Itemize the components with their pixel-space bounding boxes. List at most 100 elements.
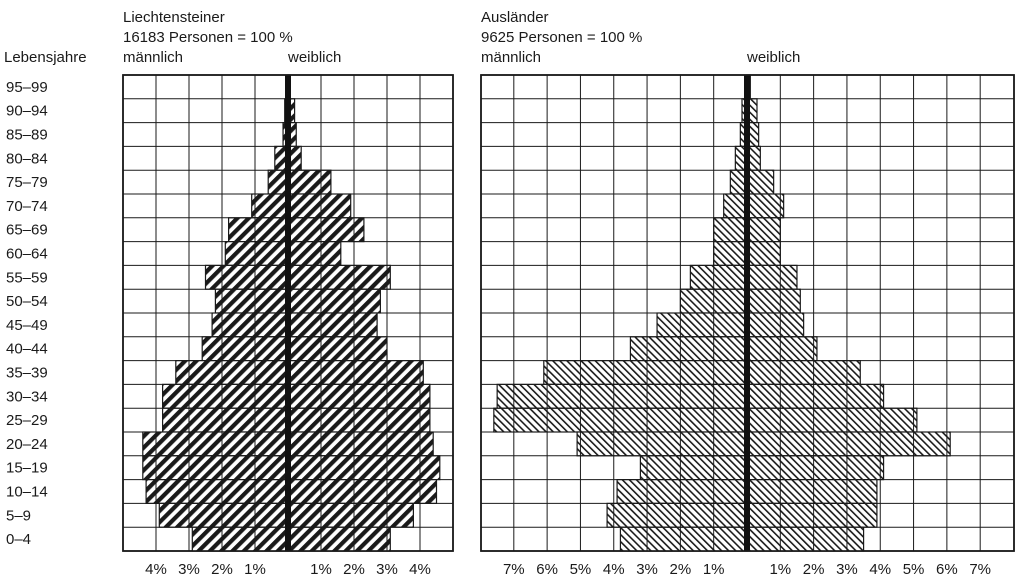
age-label: 0–4 — [6, 531, 31, 548]
age-axis-label: Lebensjahre — [4, 49, 87, 66]
chart-2-left-label: männlich — [481, 49, 541, 66]
bar-male — [201, 336, 289, 362]
x-tick-label: 5% — [570, 561, 592, 578]
chart-2-right-label: weiblich — [746, 49, 800, 66]
chart-1-title: Liechtensteiner — [123, 9, 225, 26]
x-tick-label: 4% — [869, 561, 891, 578]
x-tick-label: 6% — [536, 561, 558, 578]
age-label: 45–49 — [6, 317, 48, 334]
age-label: 95–99 — [6, 79, 48, 96]
age-label: 50–54 — [6, 293, 48, 310]
bar-male — [214, 288, 289, 314]
bar-female — [746, 217, 781, 243]
bar-male — [228, 217, 289, 243]
chart-1-plot: 4% 3% 2% 1% 1% 2% 3% 4% — [122, 74, 454, 578]
bar-female — [287, 502, 415, 528]
bar-male — [576, 431, 748, 457]
x-tick-label: 2% — [670, 561, 692, 578]
bar-male — [175, 360, 289, 386]
bar-female — [287, 431, 434, 457]
x-tick-label: 3% — [376, 561, 398, 578]
bar-male — [656, 312, 748, 338]
bar-male — [619, 526, 748, 552]
bar-female — [746, 288, 801, 314]
x-tick-label: 1% — [703, 561, 725, 578]
x-tick-label: 2% — [211, 561, 233, 578]
bar-female — [746, 502, 878, 528]
chart-1-left-label: männlich — [123, 49, 183, 66]
age-label: 85–89 — [6, 127, 48, 144]
age-label: 15–19 — [6, 460, 48, 477]
bar-male — [142, 455, 289, 481]
age-label: 90–94 — [6, 103, 48, 120]
x-tick-label: 7% — [503, 561, 525, 578]
bar-male — [142, 431, 289, 457]
chart-2-plot: 7% 6% 5% 4% 3% 2% 1% 1% 2% 3% 4% 5% 6% 7% — [480, 74, 1015, 578]
bar-male — [713, 217, 748, 243]
x-tick-label: 3% — [636, 561, 658, 578]
bar-female — [287, 336, 388, 362]
bar-female — [287, 193, 352, 219]
bar-male — [204, 264, 289, 290]
bar-male — [191, 526, 289, 552]
bar-male — [629, 336, 748, 362]
bar-female — [746, 383, 885, 409]
x-tick-label: 6% — [936, 561, 958, 578]
bar-female — [287, 383, 431, 409]
bar-female — [746, 526, 865, 552]
plot-frame — [480, 74, 1015, 552]
bar-male — [251, 193, 289, 219]
bar-female — [746, 241, 781, 267]
bar-male — [606, 502, 748, 528]
bar-female — [746, 312, 805, 338]
bar-female — [746, 407, 918, 433]
age-label: 80–84 — [6, 150, 48, 167]
bar-male — [713, 241, 748, 267]
age-label: 35–39 — [6, 365, 48, 382]
age-label: 40–44 — [6, 341, 48, 358]
x-tick-label: 7% — [969, 561, 991, 578]
bar-male — [639, 455, 748, 481]
bar-female — [287, 526, 391, 552]
bar-male — [162, 407, 289, 433]
bar-female — [287, 455, 441, 481]
bar-female — [287, 217, 365, 243]
x-tick-label: 4% — [409, 561, 431, 578]
bar-female — [746, 336, 818, 362]
age-label: 70–74 — [6, 198, 48, 215]
age-label: 30–34 — [6, 388, 48, 405]
x-tick-label: 3% — [836, 561, 858, 578]
bar-male — [493, 407, 748, 433]
bar-male — [162, 383, 289, 409]
x-tick-label: 4% — [603, 561, 625, 578]
bar-female — [746, 431, 951, 457]
bar-female — [287, 241, 342, 267]
bar-female — [287, 360, 424, 386]
bar-female — [287, 312, 378, 338]
age-label: 5–9 — [6, 507, 31, 524]
x-tick-label: 1% — [310, 561, 332, 578]
age-label: 55–59 — [6, 269, 48, 286]
chart-2-subtitle: 9625 Personen = 100 % — [481, 29, 642, 46]
bar-male — [723, 193, 748, 219]
age-labels: 95–99 90–94 85–89 80–84 75–79 70–74 65–69 60–64… — [6, 79, 48, 548]
plot-frame — [122, 74, 454, 552]
age-label: 10–14 — [6, 484, 48, 501]
x-tick-label: 2% — [343, 561, 365, 578]
bar-female — [287, 479, 438, 505]
bar-female — [746, 479, 878, 505]
bar-female — [746, 360, 861, 386]
x-tick-label: 2% — [803, 561, 825, 578]
bar-female — [746, 455, 885, 481]
age-label: 60–64 — [6, 246, 48, 263]
bar-male — [496, 383, 748, 409]
bar-female — [746, 193, 785, 219]
age-label: 20–24 — [6, 436, 48, 453]
bar-female — [746, 169, 775, 195]
chart-1-right-label: weiblich — [287, 49, 341, 66]
center-axis — [285, 75, 291, 551]
bar-female — [287, 264, 391, 290]
bar-male — [158, 502, 289, 528]
bar-female — [746, 264, 798, 290]
